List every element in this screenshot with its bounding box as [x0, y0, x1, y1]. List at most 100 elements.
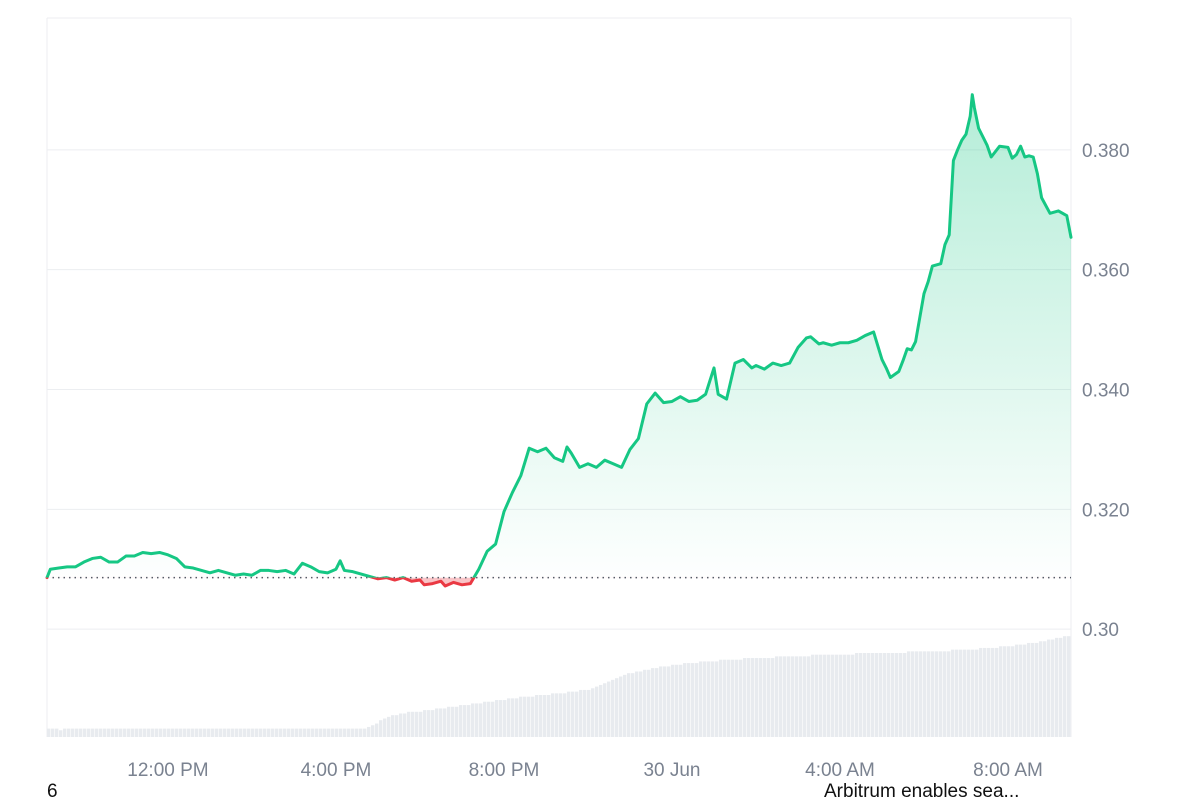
volume-bar-178 — [759, 658, 763, 737]
volume-bar-231 — [971, 649, 975, 737]
volume-bar-202 — [855, 653, 859, 737]
x-tick-label-0: 12:00 PM — [127, 760, 208, 781]
volume-bar-121 — [531, 696, 535, 737]
volume-bar-29 — [163, 728, 167, 737]
volume-bar-3 — [59, 730, 63, 737]
volume-bar-170 — [727, 659, 731, 737]
volume-bar-144 — [623, 674, 627, 737]
volume-bar-36 — [191, 728, 195, 737]
volume-bar-61 — [291, 728, 295, 737]
y-tick-label-3: 0.320 — [1082, 500, 1130, 521]
volume-bar-107 — [475, 703, 479, 737]
volume-bar-53 — [259, 728, 263, 737]
volume-bar-157 — [675, 664, 679, 737]
volume-bar-16 — [111, 728, 115, 737]
volume-bar-254 — [1063, 636, 1067, 737]
volume-bar-217 — [915, 651, 919, 737]
volume-bar-165 — [707, 661, 711, 737]
volume-bar-187 — [795, 656, 799, 737]
volume-bar-220 — [927, 651, 931, 737]
volume-bar-15 — [107, 728, 111, 737]
volume-bar-230 — [967, 649, 971, 737]
y-tick-label-2: 0.340 — [1082, 380, 1130, 401]
volume-bar-148 — [639, 671, 643, 737]
volume-bar-182 — [775, 656, 779, 737]
volume-bar-97 — [435, 708, 439, 737]
volume-bar-94 — [423, 710, 427, 737]
x-tick-label-5: 8:00 AM — [973, 760, 1043, 781]
price-line-up — [45, 93, 1073, 578]
volume-bar-140 — [607, 681, 611, 737]
volume-bar-67 — [315, 728, 319, 737]
volume-bar-19 — [123, 728, 127, 737]
volume-bar-155 — [667, 666, 671, 737]
volume-bar-225 — [947, 651, 951, 737]
volume-bar-189 — [803, 656, 807, 737]
volume-bar-23 — [139, 728, 143, 737]
volume-bar-64 — [303, 728, 307, 737]
volume-bar-128 — [559, 693, 563, 737]
volume-bar-20 — [127, 728, 131, 737]
price-series — [45, 93, 1073, 588]
volume-bar-34 — [183, 728, 187, 737]
volume-bar-139 — [603, 683, 607, 737]
volume-bar-76 — [351, 728, 355, 737]
volume-bar-174 — [743, 658, 747, 737]
volume-bar-212 — [895, 653, 899, 737]
volume-bar-73 — [339, 728, 343, 737]
volume-bar-173 — [739, 659, 743, 737]
volume-bar-92 — [415, 711, 419, 737]
volume-bar-86 — [391, 715, 395, 737]
volume-bar-129 — [563, 693, 567, 737]
volume-bar-62 — [295, 728, 299, 737]
volume-bar-103 — [459, 705, 463, 737]
volume-bar-160 — [687, 663, 691, 737]
volume-bar-136 — [591, 688, 595, 737]
volume-bar-44 — [223, 728, 227, 737]
volume-bar-130 — [567, 691, 571, 737]
volume-bar-201 — [851, 654, 855, 737]
volume-bar-9 — [83, 728, 87, 737]
volume-bar-119 — [523, 696, 527, 737]
volume-bar-218 — [919, 651, 923, 737]
volume-bar-255 — [1067, 636, 1071, 737]
volume-bar-226 — [951, 649, 955, 737]
volume-bar-112 — [495, 700, 499, 737]
volume-bar-134 — [583, 689, 587, 737]
volume-bar-56 — [271, 728, 275, 737]
volume-bar-108 — [479, 703, 483, 737]
volume-bar-208 — [879, 653, 883, 737]
volume-bar-168 — [719, 659, 723, 737]
volume-bar-66 — [311, 728, 315, 737]
volume-bar-184 — [783, 656, 787, 737]
volume-bar-51 — [251, 728, 255, 737]
volume-bar-224 — [943, 651, 947, 737]
volume-bar-4 — [63, 728, 67, 737]
volume-bar-188 — [799, 656, 803, 737]
volume-bar-105 — [467, 705, 471, 737]
volume-bar-150 — [647, 669, 651, 737]
volume-bar-232 — [975, 649, 979, 737]
volume-bar-78 — [359, 728, 363, 737]
volume-bar-2 — [55, 728, 59, 737]
volume-bar-42 — [215, 728, 219, 737]
volume-bar-193 — [819, 654, 823, 737]
volume-bar-244 — [1023, 644, 1027, 737]
volume-bar-1 — [51, 728, 55, 737]
volume-bar-251 — [1051, 639, 1055, 737]
news-headline-link[interactable]: Arbitrum enables sea... — [824, 781, 1020, 802]
volume-bar-126 — [551, 693, 555, 737]
volume-bar-89 — [403, 713, 407, 737]
volume-bar-50 — [247, 728, 251, 737]
volume-bar-151 — [651, 668, 655, 737]
volume-bar-222 — [935, 651, 939, 737]
volume-bar-33 — [179, 728, 183, 737]
volume-bar-71 — [331, 728, 335, 737]
volume-bar-149 — [643, 669, 647, 737]
volume-bar-30 — [167, 728, 171, 737]
volume-bar-81 — [371, 725, 375, 737]
volume-bar-185 — [787, 656, 791, 737]
volume-bar-205 — [867, 653, 871, 737]
volume-bar-191 — [811, 654, 815, 737]
